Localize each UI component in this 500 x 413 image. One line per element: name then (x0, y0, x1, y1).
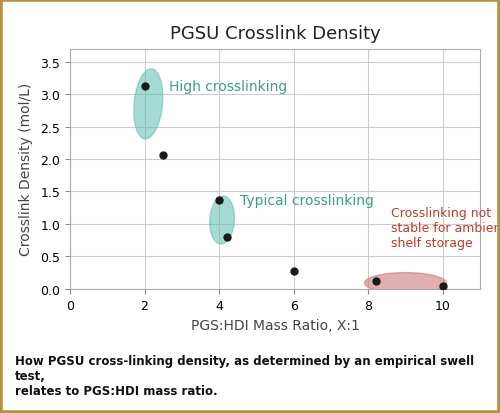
Ellipse shape (364, 273, 446, 294)
Text: How PGSU cross-linking density, as determined by an empirical swell test,
relate: How PGSU cross-linking density, as deter… (15, 354, 474, 397)
Text: F I G U R E  2: F I G U R E 2 (185, 7, 316, 26)
Y-axis label: Crosslink Density (mol/L): Crosslink Density (mol/L) (20, 83, 34, 256)
Title: PGSU Crosslink Density: PGSU Crosslink Density (170, 24, 380, 43)
Ellipse shape (134, 70, 163, 140)
Ellipse shape (210, 197, 234, 244)
Text: Typical crosslinking: Typical crosslinking (240, 193, 374, 207)
Text: High crosslinking: High crosslinking (169, 79, 287, 93)
Text: Crosslinking not
stable for ambient
shelf storage: Crosslinking not stable for ambient shel… (390, 206, 500, 249)
X-axis label: PGS:HDI Mass Ratio, X:1: PGS:HDI Mass Ratio, X:1 (190, 319, 360, 332)
